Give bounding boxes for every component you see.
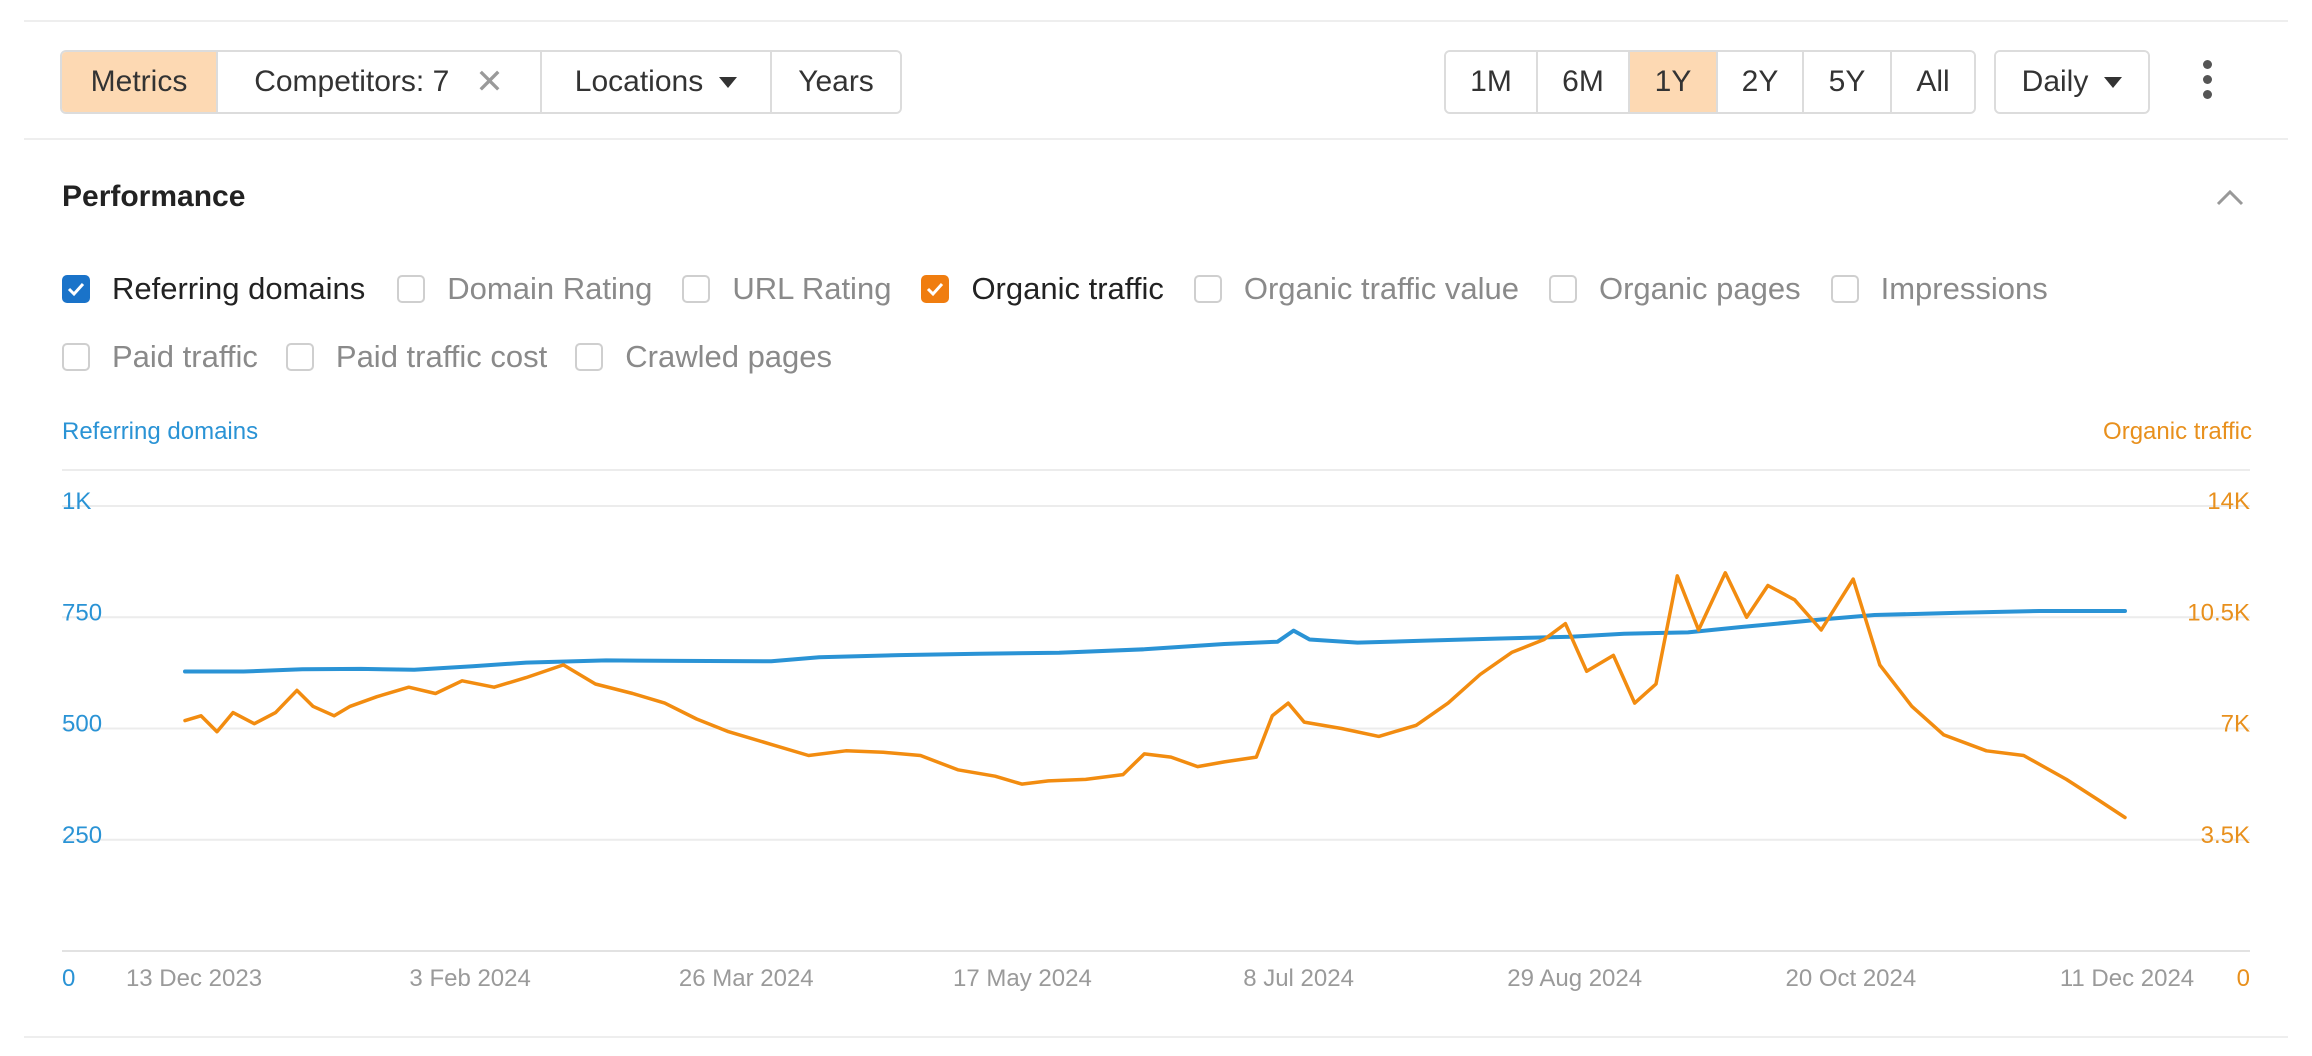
close-icon[interactable]: ✕ <box>475 63 504 101</box>
left-axis-title: Referring domains <box>62 418 259 445</box>
domain-rating-label: Domain Rating <box>447 271 653 306</box>
impressions-label: Impressions <box>1880 271 2048 306</box>
granularity-button[interactable]: Daily <box>1996 52 2148 112</box>
range-button-1m[interactable]: 1M <box>1446 52 1538 112</box>
right-axis-title: Organic traffic <box>2103 418 2252 445</box>
metric-checkbox-row-1: Referring domains Domain Rating URL Rati… <box>62 271 2048 307</box>
url-rating-checkbox[interactable] <box>682 275 711 303</box>
locations-label: Locations <box>574 65 704 98</box>
impressions-checkbox[interactable] <box>1830 275 1859 303</box>
range-button-6m[interactable]: 6M <box>1538 52 1630 112</box>
years-label: Years <box>798 65 874 98</box>
range-2y-label: 2Y <box>1741 65 1779 98</box>
organic-pages-label: Organic pages <box>1598 271 1801 306</box>
organic-traffic-checkbox[interactable] <box>921 275 950 303</box>
paid-traffic-label: Paid traffic <box>112 339 258 374</box>
more-options-icon[interactable] <box>2192 58 2222 102</box>
chevron-up-icon[interactable] <box>2212 182 2248 212</box>
metric-checkbox-row-2: Paid traffic Paid traffic cost Crawled p… <box>62 339 832 375</box>
right-tick-label: 10.5K <box>2187 599 2250 626</box>
referring-domains-line <box>183 609 2127 674</box>
granularity-dropdown[interactable]: Daily <box>1994 50 2150 114</box>
caret-down-icon <box>719 76 738 88</box>
granularity-label: Daily <box>2021 65 2089 98</box>
right-tick-label: 0 <box>2237 965 2250 992</box>
range-toolbar: 1M 6M 1Y 2Y 5Y All <box>1444 50 1976 114</box>
competitors-button[interactable]: Competitors: 7 ✕ <box>218 52 542 112</box>
range-button-2y[interactable]: 2Y <box>1718 52 1804 112</box>
left-tick-label: 750 <box>62 599 102 626</box>
years-button[interactable]: Years <box>772 52 900 112</box>
range-6m-label: 6M <box>1562 65 1604 98</box>
right-tick-label: 7K <box>2221 711 2250 738</box>
x-tick-label: 11 Dec 2024 <box>2060 965 2194 992</box>
paid-traffic-checkbox[interactable] <box>62 343 90 371</box>
domain-rating-checkbox[interactable] <box>397 275 426 303</box>
organic-traffic-value-checkbox[interactable] <box>1193 275 1222 303</box>
competitors-label: Competitors: 7 <box>254 65 450 98</box>
organic-traffic-value-label: Organic traffic value <box>1243 271 1519 306</box>
filter-toolbar: Metrics Competitors: 7 ✕ Locations Years <box>60 50 902 114</box>
organic-pages-checkbox[interactable] <box>1548 275 1577 303</box>
range-1m-label: 1M <box>1470 65 1512 98</box>
x-tick-label: 20 Oct 2024 <box>1785 965 1916 992</box>
url-rating-label: URL Rating <box>732 271 892 306</box>
left-tick-label: 0 <box>62 965 75 992</box>
left-tick-label: 1K <box>62 488 91 515</box>
right-tick-label: 14K <box>2207 488 2250 515</box>
referring-domains-label: Referring domains <box>112 271 366 306</box>
x-tick-label: 8 Jul 2024 <box>1243 965 1354 992</box>
section-title: Performance <box>62 180 246 213</box>
right-tick-label: 3.5K <box>2201 822 2250 849</box>
organic-traffic-label: Organic traffic <box>971 271 1164 306</box>
x-tick-label: 13 Dec 2023 <box>126 965 262 992</box>
metrics-button[interactable]: Metrics <box>62 52 218 112</box>
top-divider <box>24 20 2288 22</box>
left-tick-label: 250 <box>62 822 102 849</box>
x-tick-label: 29 Aug 2024 <box>1507 965 1642 992</box>
caret-down-icon <box>2104 76 2123 88</box>
range-button-1y[interactable]: 1Y <box>1630 52 1718 112</box>
x-tick-label: 26 Mar 2024 <box>679 965 814 992</box>
crawled-pages-label: Crawled pages <box>625 339 833 374</box>
toolbar-divider <box>24 138 2288 140</box>
crawled-pages-checkbox[interactable] <box>575 343 604 371</box>
paid-traffic-cost-checkbox[interactable] <box>285 343 314 371</box>
range-button-5y[interactable]: 5Y <box>1804 52 1892 112</box>
metrics-label: Metrics <box>90 65 188 98</box>
referring-domains-checkbox[interactable] <box>62 275 90 303</box>
locations-dropdown[interactable]: Locations <box>542 52 772 112</box>
range-all-label: All <box>1916 65 1950 98</box>
range-1y-label: 1Y <box>1654 65 1692 98</box>
range-button-all[interactable]: All <box>1892 52 1974 112</box>
range-5y-label: 5Y <box>1828 65 1866 98</box>
bottom-divider <box>24 1036 2288 1038</box>
x-tick-label: 3 Feb 2024 <box>409 965 530 992</box>
x-tick-label: 17 May 2024 <box>953 965 1092 992</box>
paid-traffic-cost-label: Paid traffic cost <box>335 339 548 374</box>
organic-traffic-line <box>183 571 2127 820</box>
left-tick-label: 500 <box>62 711 102 738</box>
